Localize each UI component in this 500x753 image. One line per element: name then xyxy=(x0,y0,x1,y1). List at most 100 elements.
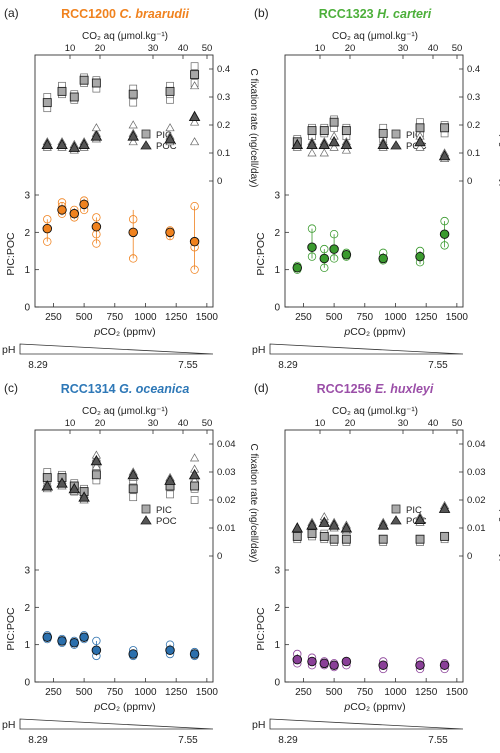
left-tick-label: 1 xyxy=(274,640,280,651)
x-axis-label-rest: CO₂ (ppmv) xyxy=(350,701,405,713)
legend-poc-label: POC xyxy=(156,141,177,152)
ratio-mean xyxy=(329,244,339,254)
poc-mean xyxy=(318,138,331,150)
ratio-mean xyxy=(57,636,67,646)
top-tick-label: 20 xyxy=(95,418,106,429)
top-tick-label: 20 xyxy=(95,43,106,54)
panel-label: (d) xyxy=(254,381,269,395)
ratio-mean xyxy=(329,660,339,670)
bottom-tick-label: 750 xyxy=(106,687,123,698)
bottom-tick-label: 500 xyxy=(326,312,343,323)
poc-replicate xyxy=(415,142,425,151)
bottom-tick-label: 1250 xyxy=(165,312,188,323)
ratio-mean xyxy=(341,656,352,667)
ratio-replicate xyxy=(43,215,52,224)
legend-poc-marker xyxy=(140,140,152,150)
bottom-tick-label: 1500 xyxy=(196,312,219,323)
ratio-mean xyxy=(439,660,450,670)
poc-mean xyxy=(328,519,340,530)
bottom-tick-label: 250 xyxy=(295,312,312,323)
poc-mean xyxy=(306,138,318,150)
ph-wedge xyxy=(19,343,214,355)
ratio-mean xyxy=(415,660,425,670)
ratio-mean xyxy=(42,632,53,642)
poc-mean xyxy=(328,135,340,147)
left-tick-label: 1 xyxy=(274,265,280,276)
ratio-mean xyxy=(189,236,200,247)
left-tick-label: 2 xyxy=(274,603,280,614)
ph-label: pH xyxy=(252,719,265,731)
poc-mean xyxy=(188,110,201,122)
right-tick-label: 0.03 xyxy=(217,467,236,478)
pic-mean xyxy=(79,75,89,85)
right-axis-label: C fixation rate (ng/cell/day) xyxy=(248,444,259,563)
ratio-mean xyxy=(91,221,102,232)
legend-pic-label: PIC xyxy=(156,505,172,516)
ph-left-label: 8.29 xyxy=(28,735,48,746)
ratio-mean xyxy=(128,649,138,659)
poc-replicate xyxy=(189,137,200,146)
pic-replicate xyxy=(129,98,138,107)
poc-replicate xyxy=(319,148,329,157)
legend-poc-label: POC xyxy=(406,141,427,152)
x-axis-label-rest: CO₂ (ppmv) xyxy=(350,326,405,338)
right-tick-label: 0 xyxy=(217,551,222,562)
left-tick-label: 3 xyxy=(24,191,30,202)
panel-title: RCC1256 E. huxleyi xyxy=(317,382,434,396)
ratio-replicate xyxy=(190,201,199,211)
top-tick-label: 10 xyxy=(315,43,326,54)
bottom-tick-label: 1250 xyxy=(415,687,438,698)
pic-mean xyxy=(307,126,317,136)
bottom-tick-label: 1250 xyxy=(165,687,188,698)
right-tick-label: 0.01 xyxy=(467,523,486,534)
bottom-tick-label: 250 xyxy=(45,687,62,698)
ratio-replicate xyxy=(329,254,339,263)
poc-mean xyxy=(56,138,68,150)
ratio-replicate xyxy=(190,265,199,274)
pic-mean xyxy=(292,531,302,541)
left-axis-label: PIC:POC xyxy=(5,232,17,276)
poc-replicate xyxy=(341,145,351,154)
poc-mean xyxy=(41,138,54,150)
poc-mean xyxy=(414,513,426,525)
poc-replicate xyxy=(165,123,175,132)
plot-frame xyxy=(284,429,464,683)
x-axis-label: pCO₂ (ppmv) xyxy=(343,326,405,338)
poc-mean xyxy=(414,135,426,147)
poc-mean xyxy=(68,141,81,152)
poc-mean xyxy=(377,138,389,150)
ratio-replicate xyxy=(329,229,339,239)
right-tick-label: 0.02 xyxy=(217,495,236,506)
pic-mean xyxy=(69,92,79,102)
right-tick-label: 0.04 xyxy=(217,439,236,450)
bottom-tick-label: 250 xyxy=(45,312,62,323)
ratio-replicate xyxy=(92,213,101,222)
ph-right-label: 7.55 xyxy=(428,735,448,746)
left-axis-label: PIC:POC xyxy=(5,607,17,651)
pic-mean xyxy=(128,89,138,99)
pic-mean xyxy=(415,123,425,133)
left-axis-label: PIC:POC xyxy=(255,232,267,276)
pic-mean xyxy=(91,78,101,88)
right-tick-label: 0.4 xyxy=(467,64,480,75)
legend-pic-label: PIC xyxy=(156,130,172,141)
panel-title: RCC1323 H. carteri xyxy=(319,7,432,21)
pic-mean xyxy=(329,534,339,544)
pic-mean xyxy=(440,531,450,541)
poc-mean xyxy=(68,482,81,494)
legend-poc-marker xyxy=(390,140,402,150)
top-axis-label: CO₂ aq (μmol.kg⁻¹) xyxy=(332,31,418,42)
ph-label: pH xyxy=(252,344,265,356)
left-tick-label: 1 xyxy=(24,640,30,651)
poc-mean xyxy=(340,522,353,533)
legend-poc-marker xyxy=(390,515,402,525)
legend-pic-marker xyxy=(391,129,401,139)
ph-wedge xyxy=(269,718,464,730)
x-axis-label-italic: p xyxy=(343,701,350,713)
poc-mean xyxy=(306,519,318,530)
pic-mean xyxy=(329,117,339,127)
x-axis-label-rest: CO₂ (ppmv) xyxy=(100,326,155,338)
ratio-mean xyxy=(292,263,303,273)
poc-mean xyxy=(41,480,54,491)
